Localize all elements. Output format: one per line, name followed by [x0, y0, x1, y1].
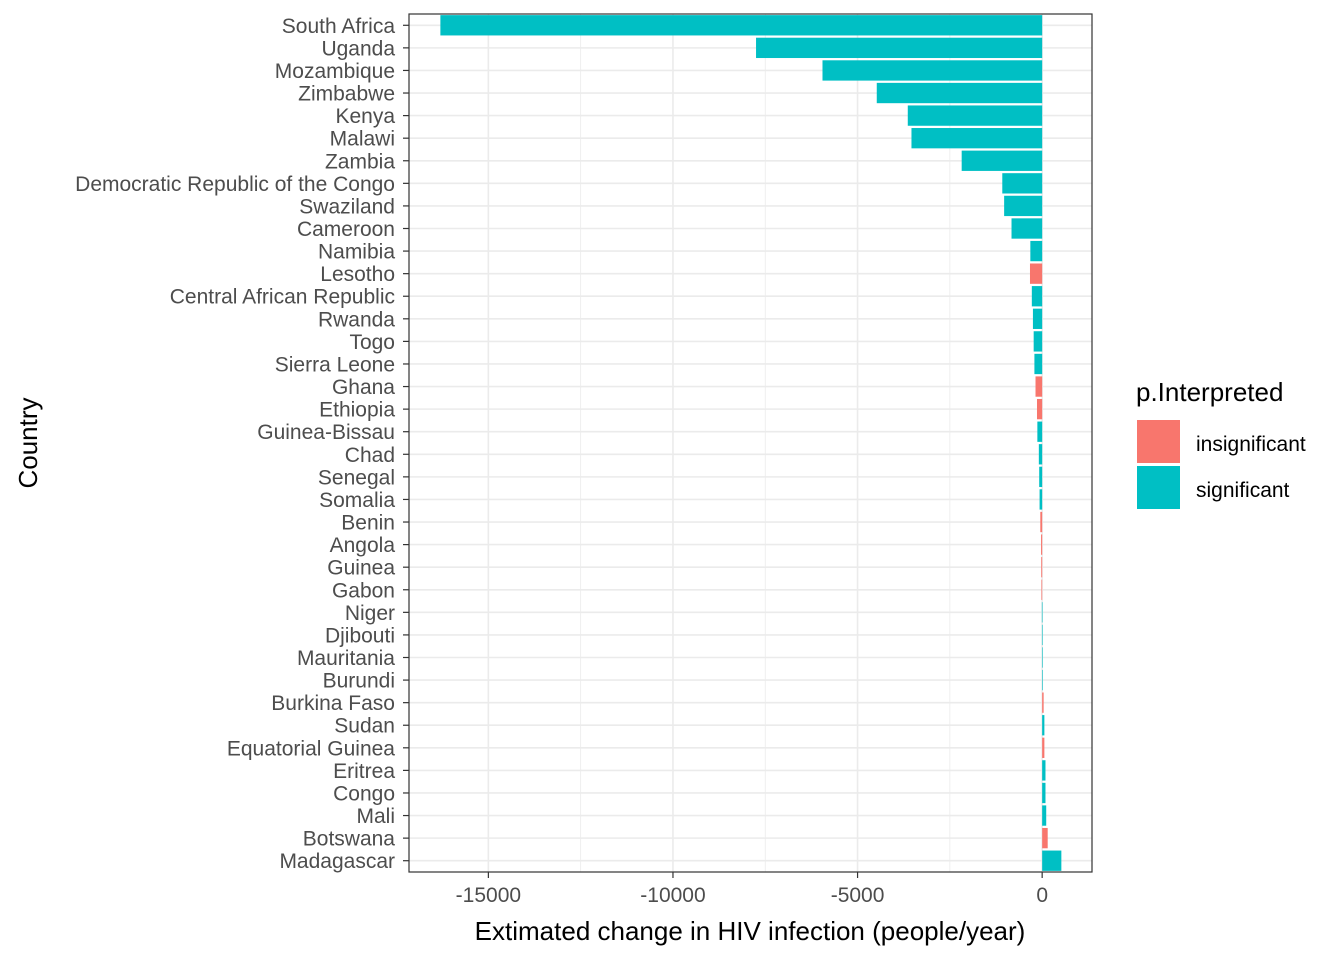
bar — [1029, 263, 1043, 284]
x-axis-ticks: -15000 -10000 -5000 0 — [456, 872, 1048, 907]
bar — [1039, 466, 1043, 488]
bar — [1036, 398, 1043, 420]
bar — [822, 60, 1043, 81]
bar — [1033, 331, 1043, 352]
bar — [911, 128, 1043, 149]
y-tick-label: Benin — [341, 512, 395, 535]
y-tick-label: Sierra Leone — [275, 353, 395, 376]
y-tick-label: Swaziland — [299, 195, 395, 218]
y-tick-label: Niger — [345, 602, 395, 625]
bar — [1041, 557, 1043, 578]
y-tick-label: Eritrea — [333, 760, 395, 783]
bar — [1042, 805, 1047, 826]
y-tick-label: Somalia — [319, 489, 395, 512]
y-tick-label: Equatorial Guinea — [227, 737, 395, 760]
bar — [1031, 286, 1043, 307]
y-tick-label: Uganda — [321, 37, 395, 60]
bar — [1041, 602, 1043, 623]
y-tick-label: Lesotho — [320, 263, 395, 286]
bar — [1030, 240, 1043, 262]
bar — [1040, 511, 1043, 533]
y-tick-label: Ghana — [332, 376, 395, 399]
bar — [1032, 308, 1043, 329]
bar — [1039, 489, 1043, 510]
legend-label-insignificant: insignificant — [1196, 433, 1306, 456]
y-tick-label: Cameroon — [297, 218, 395, 241]
bar — [1041, 534, 1043, 555]
y-tick-label: Madagascar — [279, 850, 395, 873]
y-tick-label: Mauritania — [297, 647, 395, 670]
x-tick-label: 0 — [1036, 884, 1048, 907]
bars — [440, 15, 1062, 871]
legend-label-significant: significant — [1196, 479, 1290, 502]
bar — [1042, 782, 1046, 804]
y-tick-label: Gabon — [332, 579, 395, 602]
y-axis-title: Country — [13, 397, 43, 488]
bar — [1035, 376, 1043, 397]
x-tick-label: -10000 — [640, 884, 705, 907]
y-tick-label: Rwanda — [318, 308, 395, 331]
y-tick-label: Kenya — [335, 105, 395, 128]
x-axis-title: Extimated change in HIV infection (peopl… — [475, 916, 1026, 946]
legend-title: p.Interpreted — [1136, 377, 1283, 407]
y-tick-label: Burundi — [323, 670, 395, 693]
legend: p.Interpreted insignificant significant — [1136, 377, 1306, 509]
y-tick-label: Zambia — [325, 150, 395, 173]
y-tick-label: Togo — [349, 331, 395, 354]
bar — [1004, 195, 1043, 217]
bar — [1034, 353, 1043, 375]
y-tick-label: Sudan — [334, 715, 395, 738]
legend-key-insignificant — [1137, 420, 1180, 463]
x-tick-label: -5000 — [831, 884, 885, 907]
panel-border — [408, 13, 1093, 873]
bar — [756, 37, 1043, 59]
bar — [1042, 692, 1044, 713]
y-tick-label: South Africa — [282, 15, 396, 38]
bar — [961, 150, 1043, 171]
y-tick-label: Botswana — [303, 828, 396, 851]
bar — [1041, 579, 1043, 600]
y-tick-label: Chad — [345, 444, 395, 467]
y-tick-label: Central African Republic — [170, 286, 395, 309]
bar — [1042, 669, 1043, 691]
bar — [1042, 850, 1062, 871]
bar — [1002, 173, 1043, 194]
y-tick-label: Congo — [333, 782, 395, 805]
y-tick-label: Mali — [356, 805, 395, 828]
y-axis-ticks: South AfricaUgandaMozambiqueZimbabweKeny… — [75, 15, 409, 873]
bar — [1038, 444, 1043, 465]
x-tick-label: -15000 — [456, 884, 521, 907]
bar — [1042, 760, 1046, 781]
y-tick-label: Namibia — [318, 241, 395, 264]
bar — [1041, 647, 1043, 668]
bar — [1041, 624, 1043, 646]
bar — [1042, 715, 1045, 736]
y-tick-label: Senegal — [318, 466, 395, 489]
y-tick-label: Burkina Faso — [271, 692, 395, 715]
bar — [1011, 218, 1043, 239]
y-tick-label: Guinea — [327, 557, 395, 580]
bar — [440, 15, 1043, 36]
y-tick-label: Guinea-Bissau — [257, 421, 395, 444]
bar — [1042, 737, 1045, 758]
y-tick-label: Angola — [330, 534, 396, 557]
y-tick-label: Malawi — [330, 128, 395, 151]
bar — [1042, 827, 1048, 849]
y-tick-label: Mozambique — [275, 60, 395, 83]
legend-key-significant — [1137, 466, 1180, 509]
bar — [876, 82, 1043, 104]
y-tick-label: Ethiopia — [319, 399, 395, 422]
y-tick-label: Djibouti — [325, 624, 395, 647]
bar — [907, 105, 1043, 126]
bar — [1037, 421, 1043, 442]
y-tick-label: Zimbabwe — [298, 83, 395, 106]
y-tick-label: Democratic Republic of the Congo — [75, 173, 395, 196]
